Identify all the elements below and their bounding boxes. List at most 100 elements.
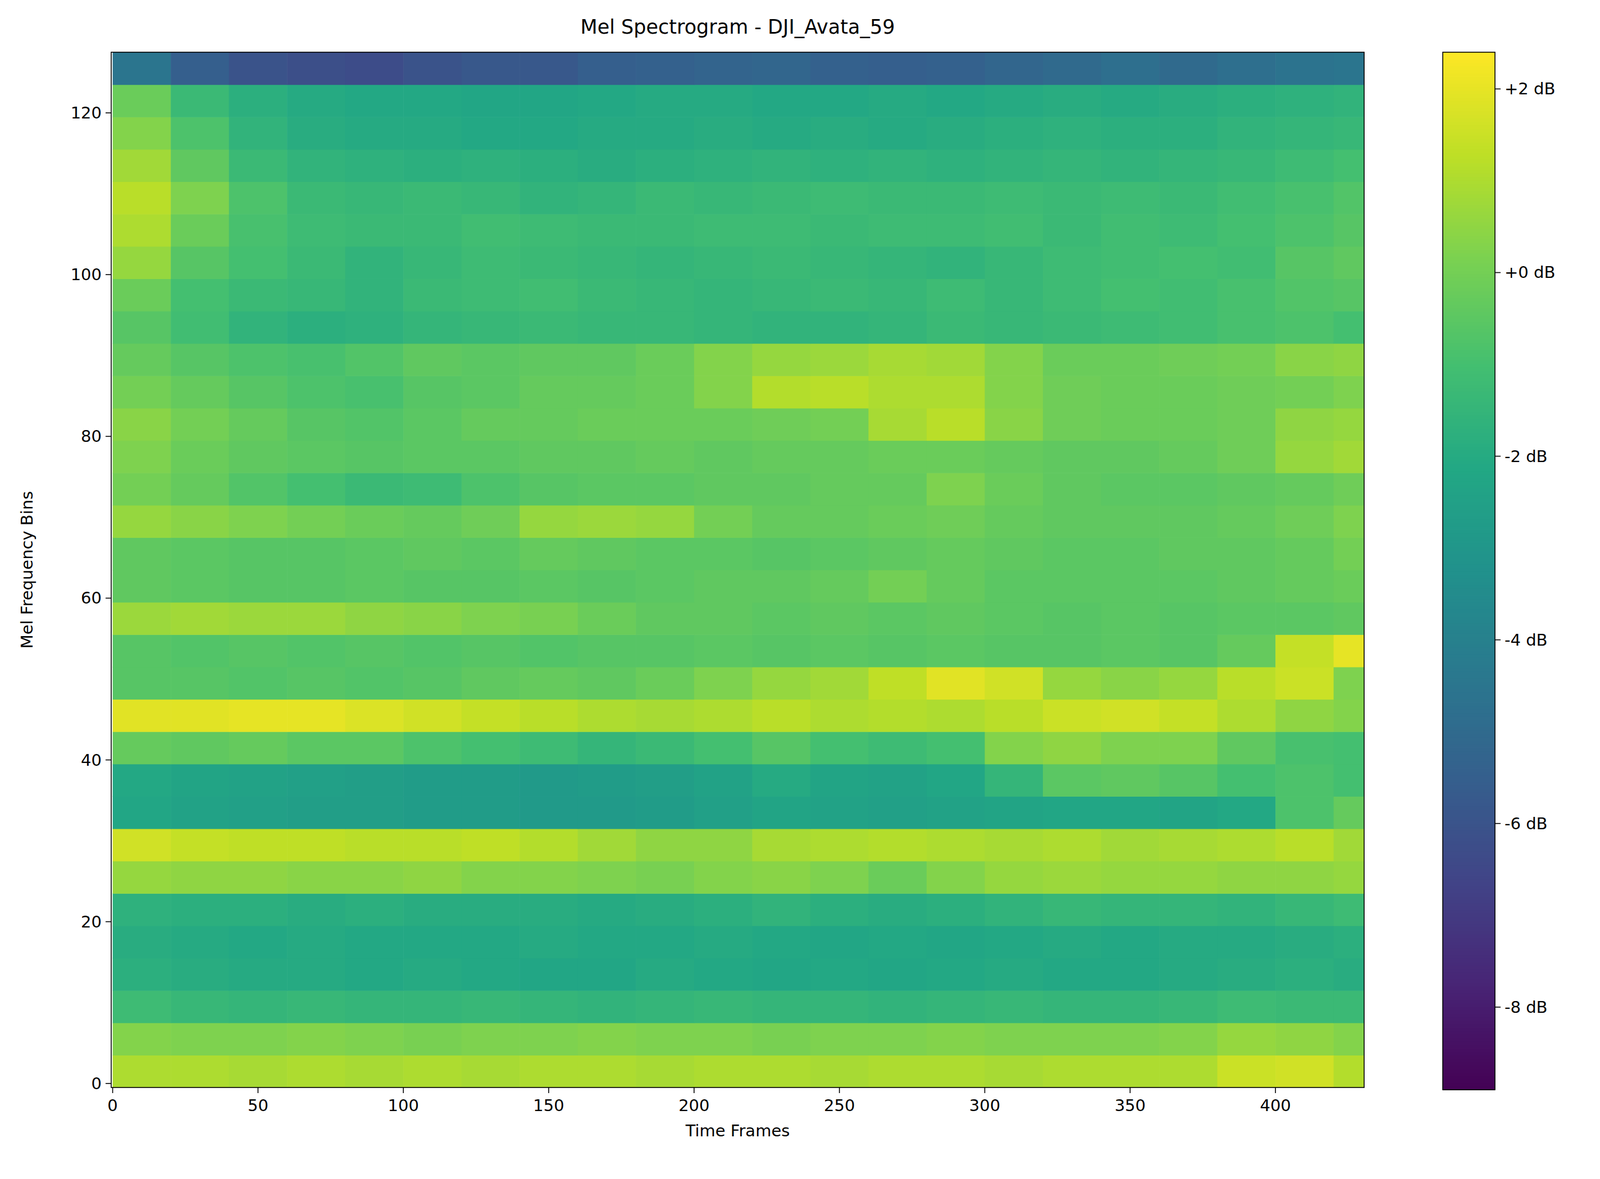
cell bbox=[1275, 699, 1334, 733]
cell bbox=[519, 537, 578, 571]
cell bbox=[751, 893, 811, 927]
colorbar-segment bbox=[1442, 585, 1495, 590]
cell bbox=[1333, 375, 1365, 409]
cell bbox=[1217, 278, 1276, 312]
cell bbox=[345, 343, 404, 377]
cell bbox=[403, 505, 462, 539]
colorbar-segment bbox=[1442, 398, 1495, 403]
cell bbox=[694, 408, 753, 441]
cell bbox=[868, 796, 927, 829]
colorbar-segment bbox=[1442, 941, 1495, 946]
cell bbox=[461, 149, 521, 182]
cell bbox=[577, 343, 637, 377]
y-tick-label: 100 bbox=[70, 265, 102, 285]
cell bbox=[1042, 861, 1102, 895]
cell bbox=[461, 764, 521, 797]
cell bbox=[229, 958, 288, 992]
cell bbox=[519, 1055, 578, 1088]
y-tick bbox=[105, 598, 112, 600]
colorbar-segment bbox=[1442, 100, 1495, 105]
colorbar-segment bbox=[1442, 318, 1495, 323]
cell bbox=[112, 537, 172, 571]
colorbar-segment bbox=[1442, 622, 1495, 627]
x-tick-label: 200 bbox=[678, 1096, 710, 1116]
cell bbox=[635, 699, 695, 733]
cell bbox=[519, 764, 578, 797]
cell bbox=[1101, 731, 1160, 765]
cell bbox=[229, 634, 288, 668]
cell bbox=[345, 84, 404, 118]
cell bbox=[1217, 634, 1276, 668]
cell bbox=[868, 472, 927, 506]
cell bbox=[286, 764, 346, 797]
colorbar-segment bbox=[1442, 519, 1495, 524]
cell bbox=[1275, 213, 1334, 247]
cell bbox=[577, 699, 637, 733]
y-tick bbox=[105, 435, 112, 437]
colorbar-segment bbox=[1442, 657, 1495, 662]
cell bbox=[984, 149, 1043, 182]
cell bbox=[577, 1055, 637, 1088]
colorbar-segment bbox=[1442, 740, 1495, 745]
cell bbox=[577, 731, 637, 765]
cell bbox=[1333, 537, 1365, 571]
cell bbox=[112, 375, 172, 409]
cell bbox=[635, 990, 695, 1024]
cell bbox=[694, 116, 753, 150]
cell bbox=[519, 375, 578, 409]
cell bbox=[810, 52, 869, 85]
title: Mel Spectrogram - DJI_Avata_59 bbox=[580, 15, 896, 39]
cell bbox=[694, 84, 753, 118]
cell bbox=[1217, 505, 1276, 539]
colorbar-segment bbox=[1442, 958, 1495, 963]
colorbar-segment bbox=[1442, 719, 1495, 724]
colorbar-segment bbox=[1442, 768, 1495, 773]
colorbar-segment bbox=[1442, 498, 1495, 503]
cell bbox=[635, 537, 695, 571]
cell bbox=[1333, 764, 1365, 797]
colorbar-segment bbox=[1442, 1027, 1495, 1032]
cell bbox=[519, 893, 578, 927]
cell bbox=[112, 990, 172, 1024]
cell bbox=[926, 893, 986, 927]
cell bbox=[403, 828, 462, 862]
colorbar-segment bbox=[1442, 429, 1495, 433]
cell bbox=[751, 634, 811, 668]
cell bbox=[751, 505, 811, 539]
cell bbox=[170, 990, 230, 1024]
cell bbox=[345, 505, 404, 539]
cell bbox=[461, 537, 521, 571]
colorbar-segment bbox=[1442, 342, 1495, 347]
colorbar-segment bbox=[1442, 947, 1495, 952]
cell bbox=[1217, 731, 1276, 765]
colorbar-segment bbox=[1442, 162, 1495, 167]
cell bbox=[519, 343, 578, 377]
colorbar-segment bbox=[1442, 543, 1495, 548]
colorbar-segment bbox=[1442, 1013, 1495, 1018]
cell bbox=[229, 375, 288, 409]
cell bbox=[403, 343, 462, 377]
cell bbox=[345, 408, 404, 441]
cell bbox=[461, 472, 521, 506]
colorbar-segment bbox=[1442, 705, 1495, 710]
colorbar-segment bbox=[1442, 789, 1495, 793]
cell bbox=[461, 116, 521, 150]
cell bbox=[635, 278, 695, 312]
colorbar-segment bbox=[1442, 951, 1495, 956]
cell bbox=[635, 246, 695, 280]
cell bbox=[984, 764, 1043, 797]
colorbar-segment bbox=[1442, 1038, 1495, 1043]
cell bbox=[1275, 570, 1334, 603]
cell bbox=[112, 246, 172, 280]
colorbar-segment bbox=[1442, 664, 1495, 669]
cell bbox=[1042, 570, 1102, 603]
cell bbox=[345, 958, 404, 992]
cell bbox=[519, 52, 578, 85]
cell bbox=[751, 1023, 811, 1056]
cell bbox=[1333, 958, 1365, 992]
colorbar-segment bbox=[1442, 329, 1495, 334]
cell bbox=[926, 667, 986, 700]
cell bbox=[1042, 731, 1102, 765]
colorbar-segment bbox=[1442, 508, 1495, 513]
cell bbox=[345, 246, 404, 280]
